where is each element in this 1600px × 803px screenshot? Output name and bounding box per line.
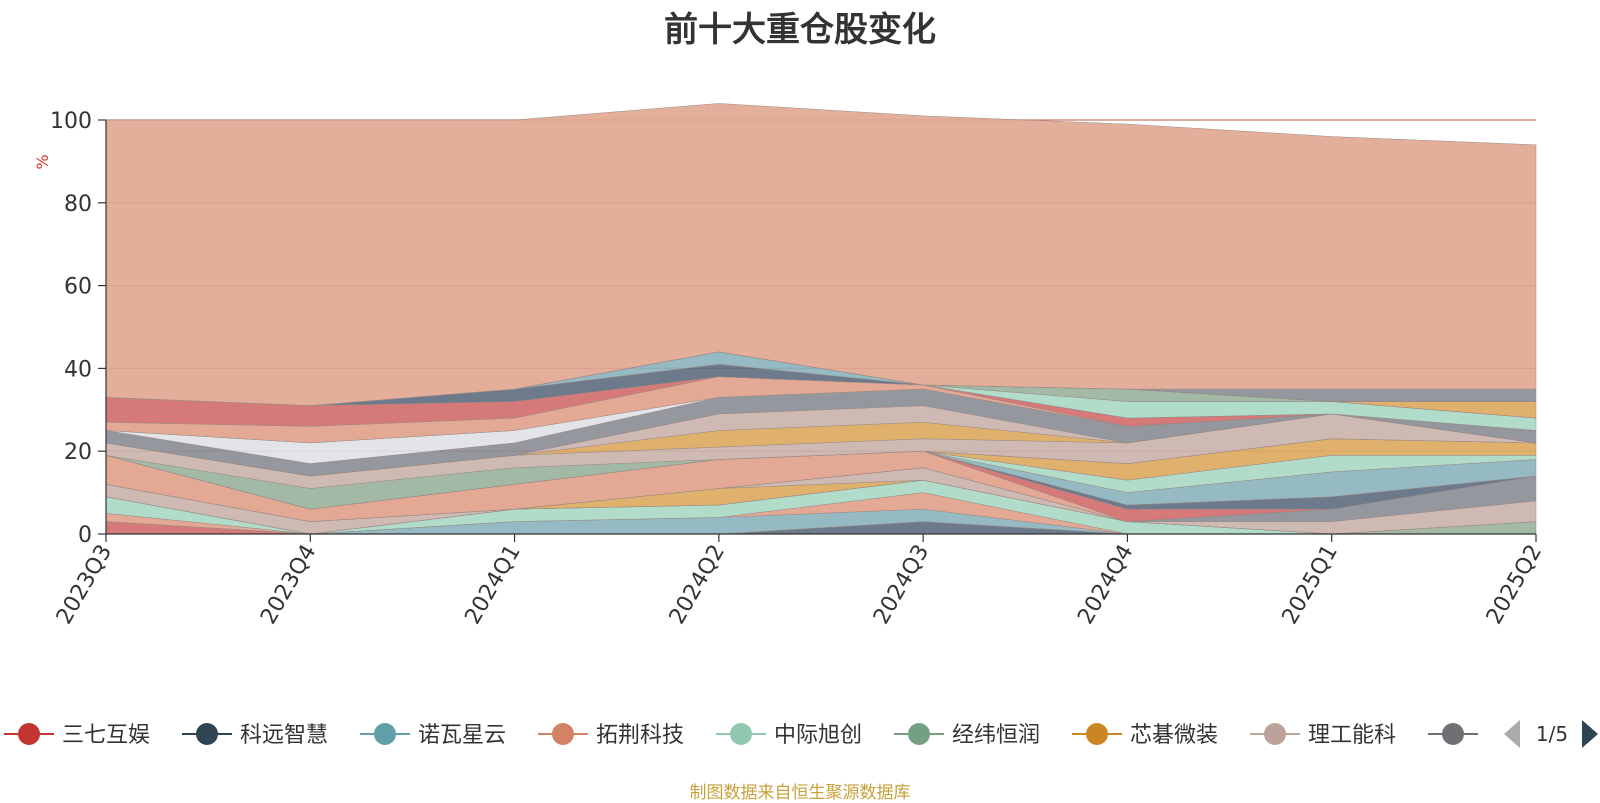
- legend-item-4[interactable]: 拓荆科技: [538, 723, 684, 748]
- legend-item-5[interactable]: 中际旭创: [716, 723, 862, 748]
- legend-label: 理工能科: [1308, 723, 1396, 748]
- legend-marker: [18, 723, 40, 745]
- legend-pager: 1/5: [1504, 720, 1598, 748]
- data-source-note: 制图数据来自恒生聚源数据库: [689, 783, 911, 803]
- legend-marker: [1442, 723, 1464, 745]
- legend-item-2[interactable]: 科远智慧: [182, 723, 328, 748]
- legend-label: 拓荆科技: [596, 723, 684, 748]
- legend-marker: [730, 723, 752, 745]
- y-tick-label: 40: [64, 357, 92, 382]
- legend-next-page-icon[interactable]: [1582, 720, 1598, 748]
- legend-item-9[interactable]: 三: [1428, 723, 1508, 748]
- legend-label: 诺瓦星云: [418, 723, 506, 748]
- legend-item-3[interactable]: 诺瓦星云: [360, 723, 506, 748]
- legend: 三七互娱 科远智慧 诺瓦星云 拓荆科技 中际旭创 经纬恒润 芯碁微装 理工能科 三: [4, 723, 1508, 748]
- legend-label: 芯碁微装: [1130, 723, 1218, 748]
- legend-marker: [908, 723, 930, 745]
- legend-item-8[interactable]: 理工能科: [1250, 723, 1396, 748]
- chart-title: 前十大重仓股变化: [664, 10, 936, 50]
- y-tick-label: 100: [50, 109, 92, 134]
- legend-item-7[interactable]: 芯碁微装: [1072, 723, 1218, 748]
- legend-item-6[interactable]: 经纬恒润: [894, 723, 1040, 748]
- y-axis-label: %: [33, 154, 52, 169]
- legend-page-indicator: 1/5: [1536, 722, 1568, 746]
- area-series-group: [105, 103, 1537, 535]
- area-series-32: [105, 103, 1537, 406]
- legend-label: 三七互娱: [62, 723, 150, 748]
- legend-label: 三: [1486, 723, 1508, 748]
- y-tick-label: 80: [64, 192, 92, 217]
- legend-marker: [1264, 723, 1286, 745]
- x-tick-label: 2023Q3: [52, 541, 117, 629]
- y-tick-label: 0: [78, 523, 92, 548]
- x-tick-label: 2024Q3: [869, 541, 934, 629]
- legend-marker: [552, 723, 574, 745]
- x-tick-label: 2024Q1: [460, 541, 525, 629]
- legend-item-1[interactable]: 三七互娱: [4, 723, 150, 748]
- legend-label: 中际旭创: [774, 723, 862, 748]
- x-tick-label: 2025Q2: [1482, 541, 1547, 629]
- legend-marker: [374, 723, 396, 745]
- legend-label: 科远智慧: [240, 723, 328, 748]
- x-tick-label: 2025Q1: [1278, 541, 1343, 629]
- x-tick-label: 2024Q4: [1073, 541, 1138, 629]
- legend-marker: [196, 723, 218, 745]
- legend-prev-page-icon[interactable]: [1504, 720, 1520, 748]
- legend-label: 经纬恒润: [952, 723, 1040, 748]
- x-tick-label: 2024Q2: [665, 541, 730, 629]
- y-tick-label: 60: [64, 275, 92, 300]
- x-tick-label: 2023Q4: [256, 541, 321, 629]
- y-tick-label: 20: [64, 440, 92, 465]
- legend-marker: [1086, 723, 1108, 745]
